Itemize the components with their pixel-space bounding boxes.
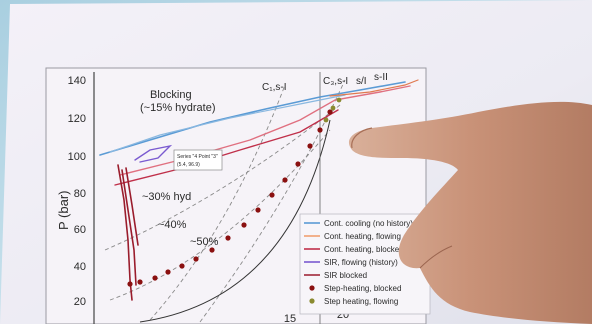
data-tooltip: Series "4 Point "3" (5.4, 96.9): [173, 149, 223, 171]
hand-shape: [348, 101, 592, 324]
curve-c1: [149, 84, 286, 321]
curve-label-sii: s-II: [374, 72, 388, 83]
data-series: [99, 79, 419, 301]
legend-marker: [309, 285, 315, 291]
data-point: [137, 279, 143, 285]
legend-label: SIR blocked: [324, 271, 367, 280]
data-point: [317, 127, 323, 133]
data-point: [327, 109, 333, 115]
y-tick: 80: [74, 188, 86, 200]
curve-dashed-a: [109, 129, 331, 301]
step-heating-dots: [127, 109, 333, 287]
curve-label-c3: C₃,s-I: [323, 76, 348, 87]
legend-label: Cont. cooling (no history): [324, 219, 413, 228]
fingertip-edge: [351, 127, 373, 149]
data-point: [307, 143, 313, 149]
legend-entries: Cont. cooling (no history) Cont. heating,…: [304, 219, 413, 306]
finger-crease: [419, 245, 453, 269]
y-tick: 20: [74, 296, 86, 308]
legend-label: Step-heating, blocked: [324, 284, 401, 293]
curve-dashed-b: [104, 104, 341, 251]
data-point: [241, 222, 247, 228]
series-sir-blocked: [114, 109, 339, 186]
curve-label-c1: C₁,s-I: [262, 82, 286, 93]
y-tick: 60: [74, 224, 86, 236]
blocking-sublabel: (~15% hydrate): [140, 102, 216, 114]
data-point: [179, 263, 185, 269]
series-cont-cooling-2: [109, 94, 346, 153]
y-tick: 100: [68, 151, 86, 163]
blocking-label: Blocking: [150, 89, 192, 101]
data-point: [225, 235, 231, 241]
data-point: [255, 207, 261, 213]
pointing-hand: [348, 101, 592, 324]
hydrate-30-label: ~30% hyd: [142, 191, 191, 203]
data-point: [323, 117, 329, 123]
x-tick: 15: [284, 313, 296, 324]
series-sir-flowing: [134, 144, 173, 163]
data-point: [127, 281, 133, 287]
legend-marker: [309, 298, 315, 304]
series-blocked-verticals: [117, 164, 139, 301]
legend-label: Step heating, flowing: [324, 297, 398, 306]
tooltip-line-2: (5.4, 96.9): [177, 162, 200, 168]
y-tick: 140: [68, 75, 86, 87]
data-point: [152, 275, 158, 281]
data-point: [336, 97, 342, 103]
legend-label: Cont. heating, flowing: [324, 232, 401, 241]
curve-label-sii-sep: s/I: [356, 76, 367, 87]
hydrate-40-label: ~40%: [158, 219, 187, 231]
data-point: [269, 192, 275, 198]
series-cont-heating-flowing: [329, 79, 419, 97]
step-heating-flowing-dots: [323, 97, 342, 123]
tooltip-line-1: Series "4 Point "3": [177, 154, 218, 160]
data-point: [295, 161, 301, 167]
data-point: [165, 269, 171, 275]
data-point: [193, 256, 199, 262]
y-axis-ticks: 140 120 100 80 60 40 20: [68, 75, 86, 308]
data-point: [282, 177, 288, 183]
y-tick: 120: [68, 113, 86, 125]
y-axis-label: P (bar): [56, 191, 71, 231]
legend-label: SIR, flowing (history): [324, 258, 398, 267]
solid-boundary-curve: [139, 119, 331, 323]
data-point: [209, 247, 215, 253]
series-cont-cooling: [99, 81, 406, 156]
hydrate-50-label: ~50%: [190, 236, 219, 248]
legend-label: Cont. heating, blocked: [324, 245, 404, 254]
y-tick: 40: [74, 261, 86, 273]
data-point: [330, 105, 336, 111]
